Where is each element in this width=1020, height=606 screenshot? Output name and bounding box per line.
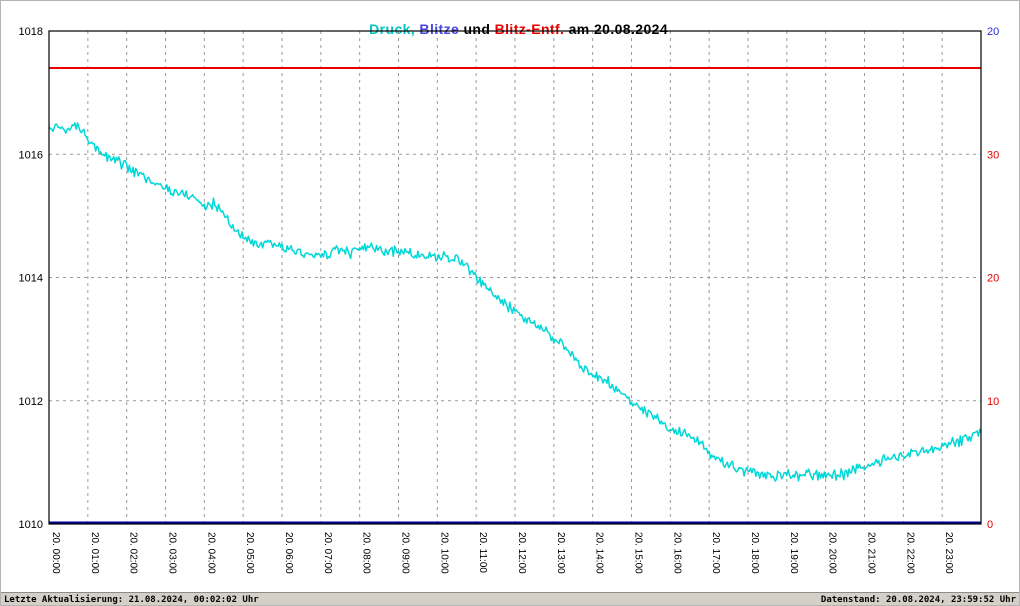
y-axis-label: 1018 xyxy=(19,26,43,38)
x-axis-label: 20. 12:00 xyxy=(516,532,527,574)
y2-red-label: 0 xyxy=(987,519,993,531)
x-axis-label: 20. 03:00 xyxy=(167,532,178,574)
x-axis-label: 20. 18:00 xyxy=(749,532,760,574)
y2-blue-label: 20 xyxy=(987,26,999,38)
x-axis-label: 20. 05:00 xyxy=(244,532,255,574)
chart-svg: 1010 1012 1014 1016 1018 0 10 20 30 20 20. 00:00 20… xyxy=(19,26,1000,574)
title-part-und: und xyxy=(459,21,495,37)
x-axis-label: 20. 02:00 xyxy=(128,532,139,574)
x-axis-label: 20. 06:00 xyxy=(283,532,294,574)
x-axis-label: 20. 15:00 xyxy=(633,532,644,574)
title-part-blitze: Blitze xyxy=(415,21,460,37)
x-axis-label: 20. 21:00 xyxy=(866,532,877,574)
title-part-entf: Blitz-Entf. xyxy=(494,21,565,37)
x-axis-label: 20. 22:00 xyxy=(904,532,915,574)
footer-data-state-text: Datenstand: 20.08.2024, 23:59:52 Uhr xyxy=(820,595,1016,605)
druck-line xyxy=(48,122,982,482)
chart-title: Druck, Blitze und Blitz-Entf. am 20.08.2… xyxy=(1,5,1019,53)
title-part-druck: Druck, xyxy=(369,21,416,37)
y-axis-label: 1012 xyxy=(19,396,43,408)
x-axis-label: 20. 09:00 xyxy=(400,532,411,574)
y2-red-label: 10 xyxy=(987,396,999,408)
title-part-date: am 20.08.2024 xyxy=(564,21,669,37)
y-axis-label: 1016 xyxy=(19,149,43,161)
y-axis-label: 1010 xyxy=(19,519,43,531)
x-axis-label: 20. 01:00 xyxy=(89,532,100,574)
x-axis-label: 20. 20:00 xyxy=(827,532,838,574)
x-axis-label: 20. 08:00 xyxy=(361,532,372,574)
x-axis-label: 20. 23:00 xyxy=(943,532,954,574)
x-axis-label: 20. 14:00 xyxy=(594,532,605,574)
y2-red-label: 30 xyxy=(987,149,999,161)
y-axis-label: 1014 xyxy=(19,273,43,285)
footer-bar: Letzte Aktualisierung: 21.08.2024, 00:02… xyxy=(1,592,1019,605)
x-axis-label: 20. 11:00 xyxy=(477,532,488,573)
x-axis-label: 20. 07:00 xyxy=(322,532,333,574)
x-axis-label: 20. 19:00 xyxy=(788,532,799,574)
x-axis-label: 20. 17:00 xyxy=(710,532,721,574)
x-axis-label: 20. 13:00 xyxy=(555,532,566,574)
x-axis-label: 20. 04:00 xyxy=(205,532,216,574)
footer-last-update-text: Letzte Aktualisierung: 21.08.2024, 00:02… xyxy=(4,595,259,605)
x-axis-label: 20. 16:00 xyxy=(671,532,682,574)
x-axis-label: 20. 00:00 xyxy=(50,532,61,574)
x-axis-label: 20. 10:00 xyxy=(438,532,449,574)
y2-red-label: 20 xyxy=(987,273,999,285)
plot-border xyxy=(48,30,982,525)
